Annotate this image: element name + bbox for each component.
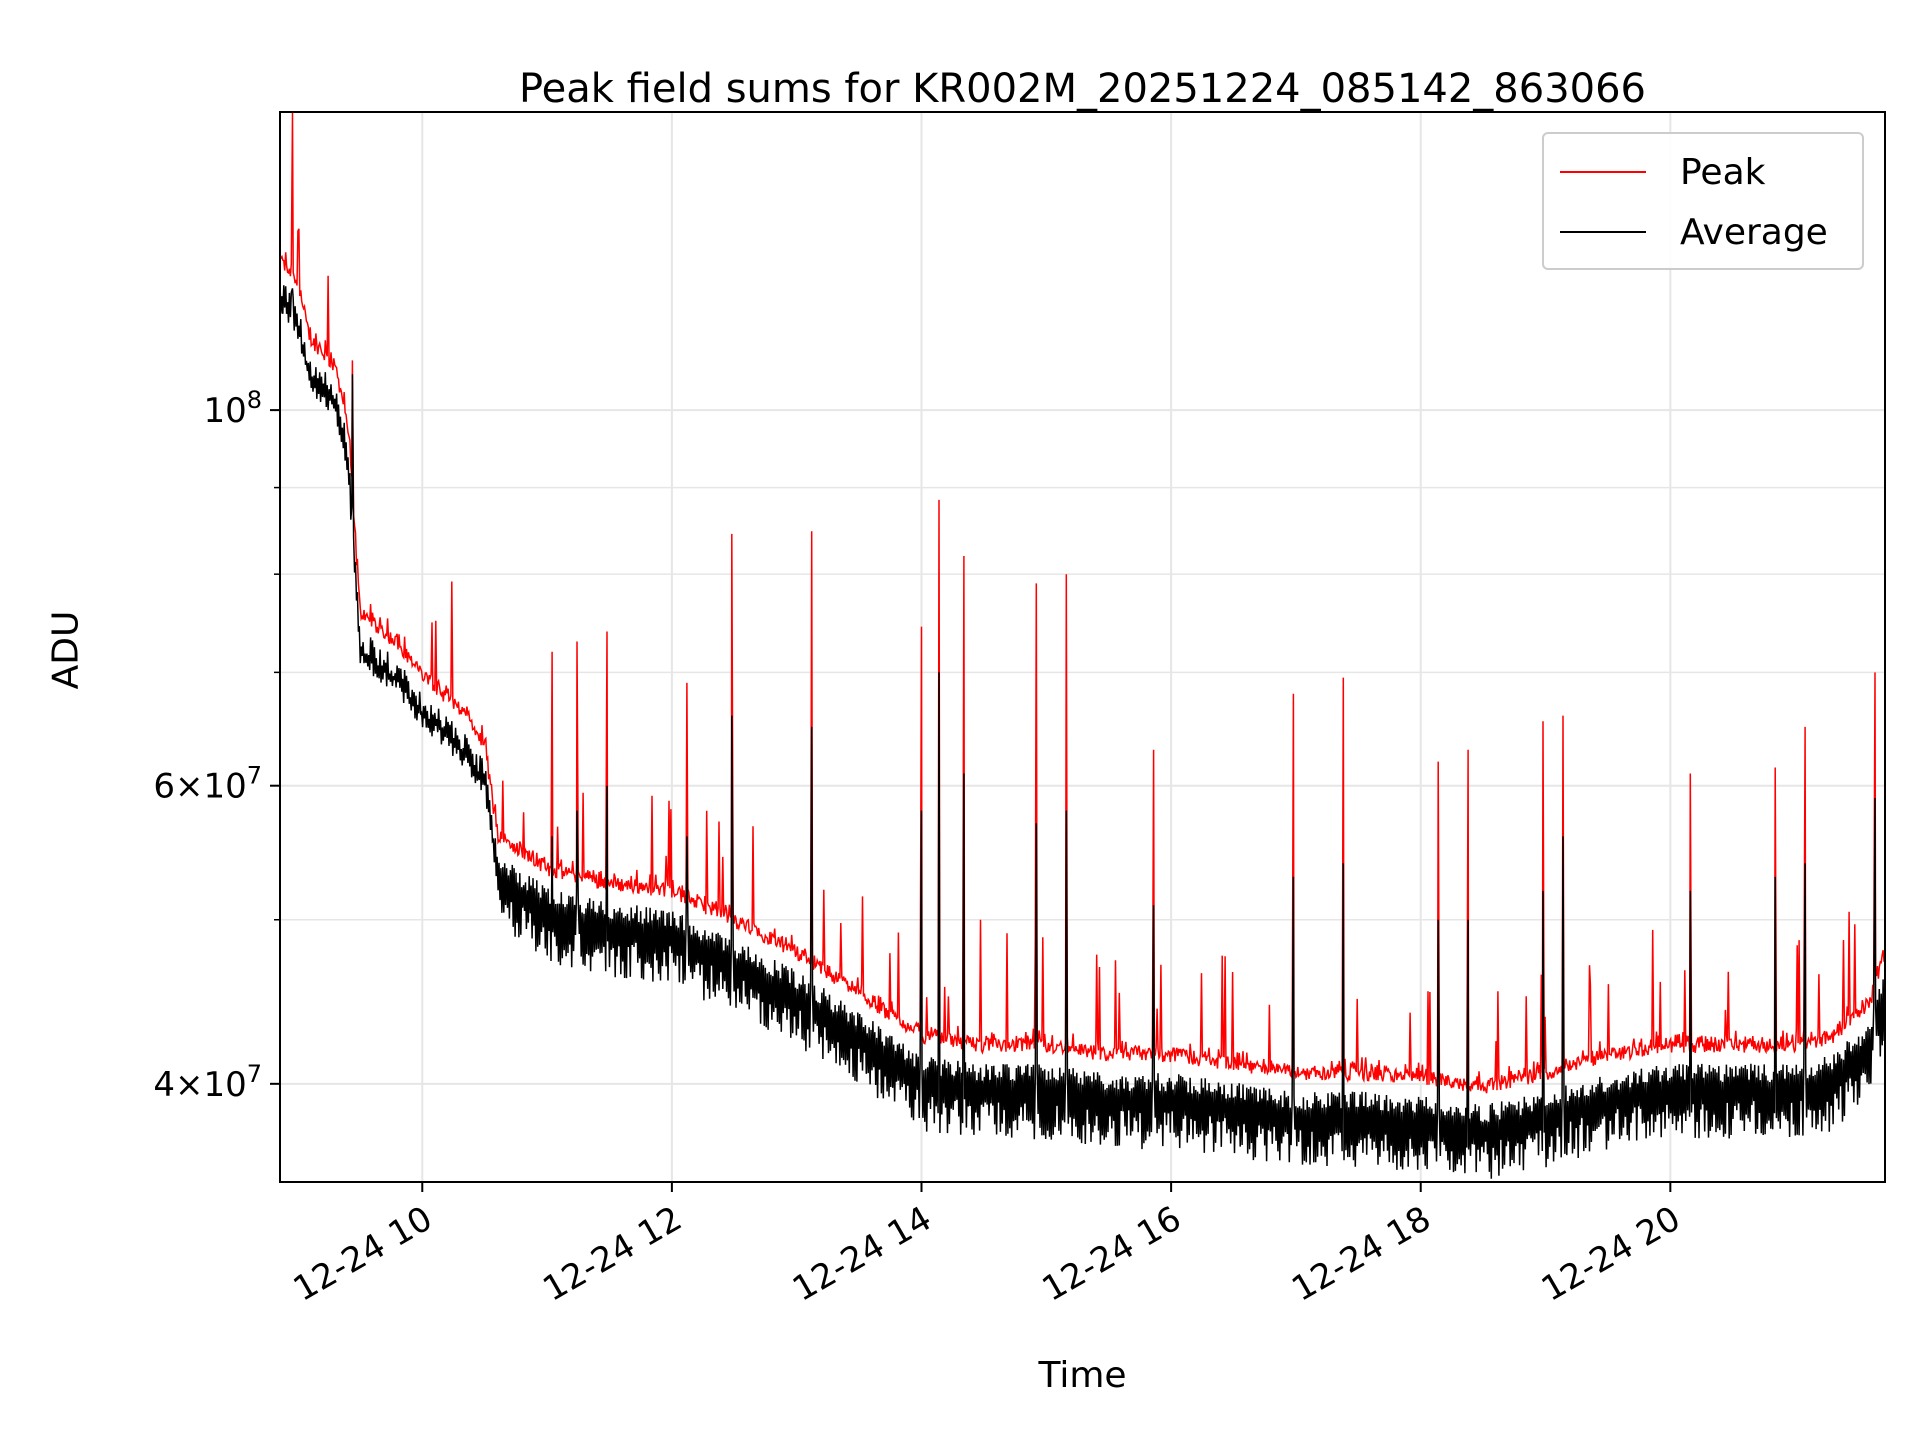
y-tick-label: 4×107 xyxy=(153,1060,262,1105)
y-tick-label: 108 xyxy=(203,386,262,431)
legend-label-average: Average xyxy=(1680,211,1828,253)
x-tick-label: 12-24 20 xyxy=(1535,1199,1687,1310)
x-tick-label: 12-24 16 xyxy=(1036,1199,1188,1310)
x-tick-label: 12-24 10 xyxy=(287,1199,439,1310)
legend-item-average: Average xyxy=(1560,211,1828,253)
plot-frame xyxy=(279,111,1886,1183)
legend-label-peak: Peak xyxy=(1680,151,1766,193)
chart-title: Peak field sums for KR002M_20251224_0851… xyxy=(518,66,1646,112)
legend-line-peak xyxy=(1560,171,1646,173)
x-axis-label: Time xyxy=(1038,1355,1127,1396)
legend-item-peak: Peak xyxy=(1560,151,1766,193)
series-line-peak xyxy=(280,112,1885,1094)
y-tick-label: 6×107 xyxy=(153,762,262,807)
legend-line-average xyxy=(1560,231,1646,233)
x-tick-label: 12-24 12 xyxy=(536,1199,688,1310)
series-line-average xyxy=(280,282,1885,1179)
x-tick-label: 12-24 18 xyxy=(1285,1199,1437,1310)
x-tick-label: 12-24 14 xyxy=(786,1199,938,1310)
legend: Peak Average xyxy=(1542,132,1864,270)
series-group xyxy=(280,112,1885,1179)
y-axis-label: ADU xyxy=(45,610,87,690)
